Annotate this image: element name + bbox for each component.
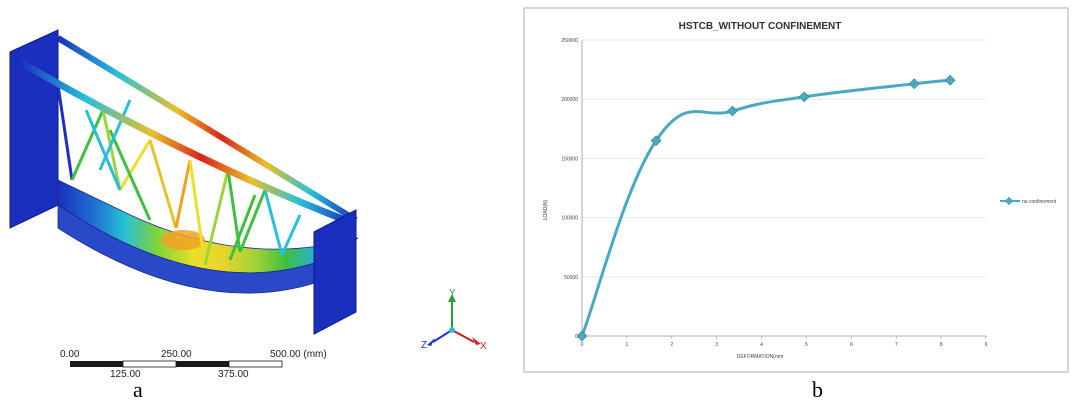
legend: no confinement — [1000, 196, 1057, 206]
fea-model-panel: 0.00 250.00 500.00 (mm) 125.00 375.00 Y … — [9, 29, 487, 380]
max-stress-zone — [161, 230, 205, 250]
legend-label: no confinement — [1022, 199, 1057, 205]
truss-web — [56, 84, 302, 266]
top-chord-back — [56, 35, 358, 223]
y-tick-label: 0 — [575, 334, 578, 340]
x-tick-label: 2 — [670, 342, 673, 348]
y-axis-label: LOAD(N) — [543, 199, 549, 220]
data-point-marker — [798, 91, 810, 103]
x-tick-label: 4 — [760, 342, 763, 348]
y-tick-label: 100000 — [561, 216, 578, 222]
x-tick-label: 7 — [895, 342, 898, 348]
x-tick-label: 8 — [940, 342, 943, 348]
chart-frame — [523, 7, 1069, 373]
load-deformation-chart: HSTCB_WITHOUT CONFINEMENT LOAD(N) DEFORM… — [523, 7, 1069, 373]
x-tick-label: 6 — [850, 342, 853, 348]
y-tick-label: 250000 — [561, 38, 578, 44]
x-tick-label: 1 — [625, 342, 628, 348]
scale-label-375: 375.00 — [218, 369, 249, 380]
data-point-marker — [908, 78, 920, 90]
panel-b-caption: b — [812, 377, 823, 402]
scale-label-0: 0.00 — [60, 349, 80, 360]
data-point-marker — [727, 105, 738, 117]
axis-y-label: Y — [449, 288, 456, 299]
x-axis-label: DEFORMATION(mm — [737, 354, 784, 360]
left-end-plate — [9, 29, 59, 229]
right-end-plate — [313, 209, 357, 335]
y-tick-label: 50000 — [564, 275, 578, 281]
data-point-marker — [944, 74, 956, 86]
scale-bar: 0.00 250.00 500.00 (mm) 125.00 375.00 — [60, 349, 327, 380]
axis-x-label: X — [480, 341, 487, 352]
y-tick-label: 200000 — [561, 97, 578, 103]
x-tick-label: 3 — [715, 342, 718, 348]
y-tick-label: 150000 — [561, 156, 578, 162]
axis-triad: Y X Z — [421, 288, 487, 352]
data-point-marker — [650, 135, 662, 147]
x-tick-label: 9 — [985, 342, 988, 348]
data-point-marker — [576, 330, 588, 342]
scale-label-125: 125.00 — [110, 369, 141, 380]
scale-label-250: 250.00 — [161, 349, 192, 360]
axis-z-label: Z — [421, 340, 427, 351]
x-tick-label: 5 — [805, 342, 808, 348]
chart-title: HSTCB_WITHOUT CONFINEMENT — [679, 21, 842, 32]
scale-label-500: 500.00 (mm) — [270, 349, 327, 360]
top-chord-front — [18, 58, 352, 226]
panel-a-caption: a — [133, 377, 143, 402]
x-tick-label: 0 — [581, 342, 584, 348]
